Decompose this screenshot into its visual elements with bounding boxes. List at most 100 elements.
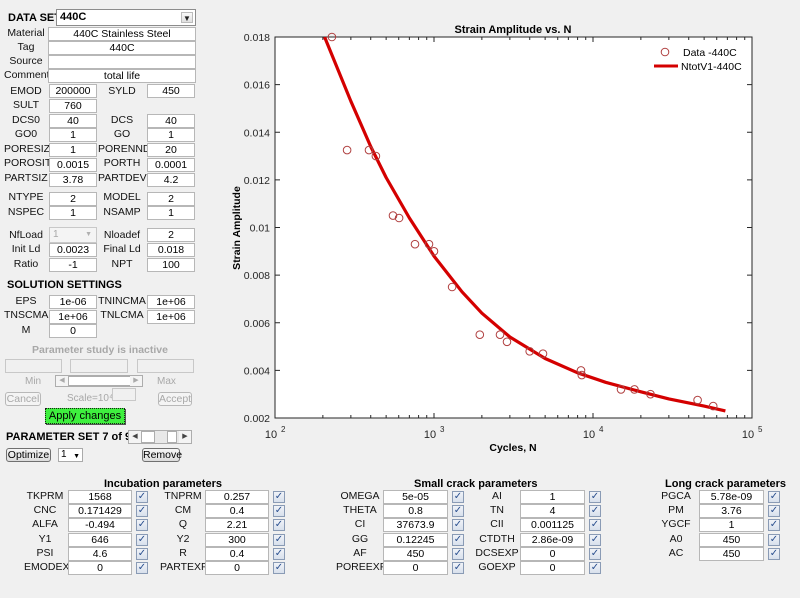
arrow-left-icon[interactable]: ◀ — [56, 376, 68, 386]
parameter-set-slider[interactable]: ◀ ▶ — [128, 430, 192, 444]
optimize-checkbox[interactable]: ✓ — [136, 519, 148, 532]
optimize-checkbox[interactable]: ✓ — [589, 505, 601, 518]
syld-field[interactable]: 450 — [147, 84, 195, 98]
optimize-checkbox[interactable]: ✓ — [589, 547, 601, 560]
small_crack-param-field[interactable]: 1 — [520, 490, 585, 504]
arrow-left-icon[interactable]: ◀ — [129, 431, 141, 443]
optimize-checkbox[interactable]: ✓ — [452, 519, 464, 532]
nloadef-field[interactable]: 2 — [147, 228, 195, 242]
optimize-checkbox[interactable]: ✓ — [452, 533, 464, 546]
optimize-checkbox[interactable]: ✓ — [273, 491, 285, 503]
small_crack-param-field[interactable]: 2.86e-09 — [520, 532, 585, 547]
long_crack-param-field[interactable]: 1 — [699, 518, 764, 533]
optimize-checkbox[interactable]: ✓ — [768, 519, 780, 532]
long_crack-param-field[interactable]: 3.76 — [699, 504, 764, 519]
param-study-field-1[interactable] — [5, 359, 62, 373]
finalld-field[interactable]: 0.018 — [147, 243, 195, 257]
small_crack-param-field[interactable]: 5e-05 — [383, 490, 448, 504]
incubation-param-field[interactable]: 0 — [68, 561, 132, 575]
optimize-checkbox[interactable]: ✓ — [136, 533, 148, 546]
optimize-button[interactable]: Optimize — [6, 448, 51, 462]
arrow-right-icon[interactable]: ▶ — [179, 431, 191, 443]
small_crack-param-field[interactable]: 4 — [520, 504, 585, 519]
incubation-param-field[interactable]: 2.21 — [205, 518, 269, 533]
eps-field[interactable]: 1e-06 — [49, 295, 97, 309]
small_crack-param-field[interactable]: 37673.9 — [383, 518, 448, 533]
optimize-checkbox[interactable]: ✓ — [768, 533, 780, 546]
remove-button[interactable]: Remove — [142, 448, 183, 462]
incubation-param-field[interactable]: 1568 — [68, 490, 132, 504]
tnlcma-field[interactable]: 1e+06 — [147, 310, 195, 324]
small_crack-param-field[interactable]: 450 — [383, 546, 448, 561]
go0-field[interactable]: 1 — [49, 128, 97, 142]
param-study-field-2[interactable] — [70, 359, 128, 373]
incubation-param-field[interactable]: 0.4 — [205, 546, 269, 561]
incubation-param-field[interactable]: 0.171429 — [68, 504, 132, 519]
accept-button[interactable]: Accept — [158, 392, 192, 406]
optimize-checkbox[interactable]: ✓ — [273, 533, 285, 546]
optimize-checkbox[interactable]: ✓ — [589, 533, 601, 546]
param-study-slider[interactable]: ◀ ▶ — [55, 375, 143, 387]
optimize-checkbox[interactable]: ✓ — [136, 562, 148, 574]
optimize-checkbox[interactable]: ✓ — [452, 491, 464, 503]
param-study-field-3[interactable] — [137, 359, 194, 373]
model-field[interactable]: 2 — [147, 192, 195, 206]
cancel-button[interactable]: Cancel — [5, 392, 41, 406]
nsamp-field[interactable]: 1 — [147, 206, 195, 220]
ratio-field[interactable]: -1 — [49, 258, 97, 272]
incubation-param-field[interactable]: 4.6 — [68, 546, 132, 561]
dcs0-field[interactable]: 40 — [49, 114, 97, 128]
small_crack-param-field[interactable]: 0.12245 — [383, 532, 448, 547]
long_crack-param-field[interactable]: 450 — [699, 546, 764, 561]
partsiz-field[interactable]: 3.78 — [49, 173, 97, 187]
optimize-checkbox[interactable]: ✓ — [452, 505, 464, 518]
npt-field[interactable]: 100 — [147, 258, 195, 272]
optimize-checkbox[interactable]: ✓ — [452, 562, 464, 574]
dcs-field[interactable]: 40 — [147, 114, 195, 128]
small_crack-param-field[interactable]: 0.8 — [383, 504, 448, 519]
small_crack-param-field[interactable]: 0.001125 — [520, 518, 585, 533]
scale-field[interactable] — [112, 388, 136, 401]
initld-field[interactable]: 0.0023 — [49, 243, 97, 257]
incubation-param-field[interactable]: 0 — [205, 561, 269, 575]
optimize-dropdown[interactable]: 1 ▼ — [58, 448, 83, 462]
partdev-field[interactable]: 4.2 — [147, 173, 195, 187]
slider-thumb[interactable] — [141, 431, 155, 443]
tnscma-field[interactable]: 1e+06 — [49, 310, 97, 324]
long_crack-param-field[interactable]: 5.78e-09 — [699, 490, 764, 504]
long_crack-param-field[interactable]: 450 — [699, 532, 764, 547]
porosit-field[interactable]: 0.0015 — [49, 158, 97, 172]
nspec-field[interactable]: 1 — [49, 206, 97, 220]
optimize-checkbox[interactable]: ✓ — [768, 505, 780, 518]
dataset-dropdown[interactable]: 440C ▼ — [56, 9, 196, 26]
source-field[interactable] — [48, 55, 196, 69]
tag-field[interactable]: 440C — [48, 41, 196, 55]
incubation-param-field[interactable]: 0.4 — [205, 504, 269, 519]
go-field[interactable]: 1 — [147, 128, 195, 142]
porth-field[interactable]: 0.0001 — [147, 158, 195, 172]
optimize-checkbox[interactable]: ✓ — [273, 547, 285, 560]
material-field[interactable]: 440C Stainless Steel — [48, 27, 196, 41]
ntype-field[interactable]: 2 — [49, 192, 97, 206]
incubation-param-field[interactable]: -0.494 — [68, 518, 132, 533]
optimize-checkbox[interactable]: ✓ — [589, 519, 601, 532]
optimize-checkbox[interactable]: ✓ — [136, 547, 148, 560]
arrow-right-icon[interactable]: ▶ — [130, 376, 142, 386]
optimize-checkbox[interactable]: ✓ — [768, 547, 780, 560]
incubation-param-field[interactable]: 646 — [68, 532, 132, 547]
m-field[interactable]: 0 — [49, 324, 97, 338]
small_crack-param-field[interactable]: 0 — [520, 546, 585, 561]
porennd-field[interactable]: 20 — [147, 143, 195, 157]
incubation-param-field[interactable]: 300 — [205, 532, 269, 547]
optimize-checkbox[interactable]: ✓ — [589, 562, 601, 574]
optimize-checkbox[interactable]: ✓ — [136, 505, 148, 518]
apply-changes-button[interactable]: Apply changes — [45, 408, 125, 424]
optimize-checkbox[interactable]: ✓ — [452, 547, 464, 560]
comment-field[interactable]: total life — [48, 69, 196, 83]
small_crack-param-field[interactable]: 0 — [520, 561, 585, 575]
poresiz-field[interactable]: 1 — [49, 143, 97, 157]
optimize-checkbox[interactable]: ✓ — [589, 491, 601, 503]
small_crack-param-field[interactable]: 0 — [383, 561, 448, 575]
nfload-dropdown[interactable]: 1 ▼ — [49, 227, 97, 243]
tnincma-field[interactable]: 1e+06 — [147, 295, 195, 309]
